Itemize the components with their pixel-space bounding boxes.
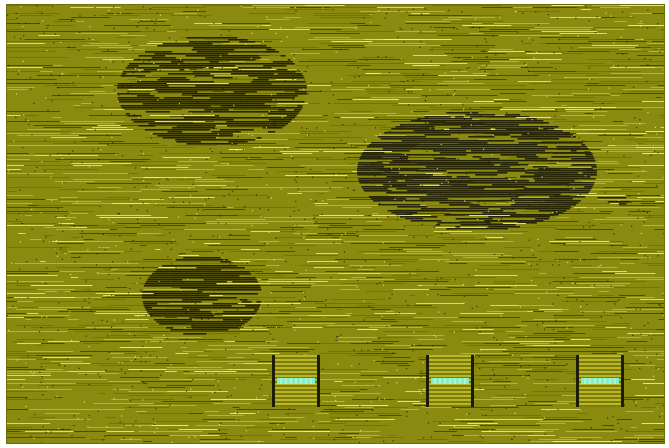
striped-noise-field (6, 4, 665, 444)
streak-layer (7, 5, 664, 443)
green-striped-pad-right (576, 355, 624, 407)
green-striped-pad-middle (426, 355, 474, 407)
green-striped-pad-left (272, 355, 320, 407)
